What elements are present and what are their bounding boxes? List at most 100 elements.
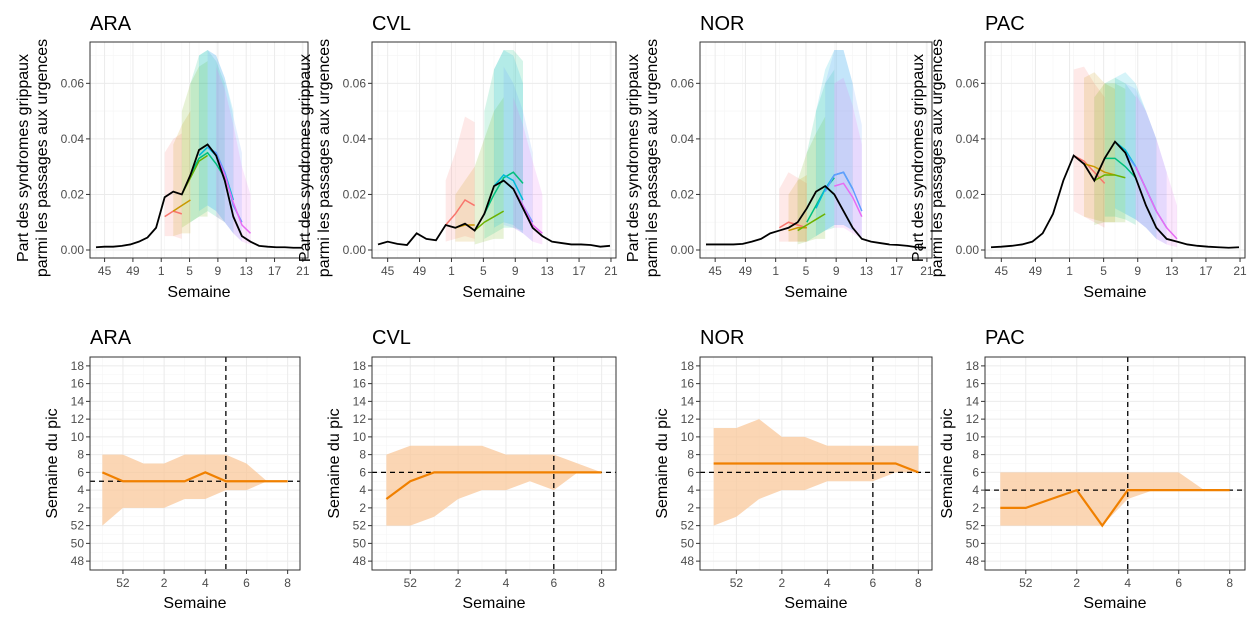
forecast-band	[513, 97, 543, 245]
x-tick-label: 17	[890, 264, 904, 278]
y-tick-label: 8	[687, 448, 694, 462]
y-tick-label: 0.06	[61, 76, 85, 90]
forecast-band	[1115, 72, 1157, 239]
x-tick-label: 5	[1100, 264, 1107, 278]
forecast-band	[494, 50, 523, 234]
forecast-band	[806, 69, 835, 242]
x-tick-label: 49	[413, 264, 427, 278]
y-tick-label: 6	[687, 465, 694, 479]
x-tick-label: 2	[161, 576, 168, 590]
forecast-band	[834, 77, 862, 239]
y-tick-label: 0.02	[61, 187, 85, 201]
forecast-line	[797, 213, 826, 232]
forecast-band	[173, 111, 191, 237]
y-tick-label: 0.00	[956, 243, 980, 257]
peak-interval-band	[386, 445, 602, 526]
peak-panel-ara: 48 50 52 2 4 6 8 10 12 14 16 18 52 2 4 6 8 ARA Semaine Sema…	[44, 327, 301, 612]
x-tick-label: 2	[779, 576, 786, 590]
observed-line	[990, 140, 1240, 249]
forecast-band	[825, 50, 862, 239]
x-tick-label: 13	[860, 264, 874, 278]
observed-line	[95, 143, 302, 249]
panel-title: ARA	[90, 327, 132, 349]
x-tick-label: 1	[772, 264, 779, 278]
forecast-line	[474, 210, 505, 232]
x-tick-label: 17	[572, 264, 586, 278]
peak-panel-cvl: 48 50 52 2 4 6 8 10 12 14 16 18 52 2 4 6 8 CVL Semaine Sema…	[326, 327, 617, 612]
x-tick-label: 13	[240, 264, 254, 278]
x-tick-label: 52	[1019, 576, 1033, 590]
y-tick-label: 0.04	[61, 132, 85, 146]
x-tick-label: 6	[870, 576, 877, 590]
y-tick-label: 0.04	[343, 132, 367, 146]
y-tick-label: 2	[687, 501, 694, 515]
x-tick-label: 2	[455, 576, 462, 590]
y-tick-label: 14	[966, 394, 980, 408]
x-tick-label: 49	[739, 264, 753, 278]
y-tick-label: 18	[681, 359, 695, 373]
panel-title: ARA	[90, 13, 132, 35]
x-tick-label: 21	[296, 264, 310, 278]
panel-title: CVL	[372, 13, 411, 35]
y-tick-label: 0.02	[956, 187, 980, 201]
x-tick-label: 4	[824, 576, 831, 590]
x-axis-title: Semaine	[1083, 595, 1146, 612]
panel-title: NOR	[700, 13, 744, 35]
forecast-line	[483, 171, 524, 215]
peak-interval-band	[1000, 472, 1230, 526]
x-tick-label: 6	[243, 576, 250, 590]
y-tick-label: 48	[966, 554, 980, 568]
forecast-band	[474, 97, 504, 245]
y-tick-label: 12	[966, 412, 980, 426]
y-tick-label: 8	[972, 448, 979, 462]
y-tick-label: 12	[353, 412, 367, 426]
x-tick-label: 4	[503, 576, 510, 590]
predicted-peak-line	[385, 471, 602, 500]
y-tick-label: 6	[972, 465, 979, 479]
x-tick-label: 45	[995, 264, 1009, 278]
forecast-band	[207, 50, 242, 242]
panel-border	[371, 41, 617, 259]
y-tick-label: 8	[359, 448, 366, 462]
y-axis-title-line2: parmi les passages aux urgences	[34, 39, 51, 277]
observed-line	[706, 184, 927, 249]
x-tick-label: 5	[480, 264, 487, 278]
panel-border	[89, 41, 309, 259]
x-tick-label: 9	[512, 264, 519, 278]
x-axis-title: Semaine	[167, 284, 230, 301]
y-axis-title-line1: Part des syndromes grippaux	[910, 54, 927, 262]
y-tick-label: 0.00	[343, 243, 367, 257]
forecast-line	[788, 227, 807, 232]
y-tick-label: 52	[353, 519, 367, 533]
y-tick-label: 50	[353, 536, 367, 550]
x-tick-label: 1	[158, 264, 165, 278]
y-tick-label: 4	[359, 483, 366, 497]
panel-title: PAC	[985, 13, 1025, 35]
y-tick-label: 0.04	[671, 132, 695, 146]
y-tick-label: 10	[681, 430, 695, 444]
predicted-peak-line	[1000, 488, 1230, 528]
y-tick-label: 2	[972, 501, 979, 515]
y-tick-label: 4	[687, 483, 694, 497]
y-axis-title-line1: Part des syndromes grippaux	[15, 54, 32, 262]
x-tick-label: 8	[598, 576, 605, 590]
peak-interval-band	[102, 454, 288, 526]
panel-title: NOR	[700, 327, 744, 349]
y-tick-label: 10	[353, 430, 367, 444]
peak-panel-pac: 48 50 52 2 4 6 8 10 12 14 16 18 52 2 4 6 8 PAC Semaine Sema…	[939, 327, 1246, 612]
y-axis-title: Semaine du pic	[44, 408, 61, 518]
y-tick-label: 48	[681, 554, 695, 568]
x-tick-label: 9	[833, 264, 840, 278]
observed-line	[377, 179, 611, 248]
panel-border	[699, 356, 933, 571]
panel-border	[984, 41, 1246, 259]
panel-title: PAC	[985, 327, 1025, 349]
forecast-band	[181, 61, 208, 228]
x-tick-label: 45	[98, 264, 112, 278]
x-tick-label: 1	[448, 264, 455, 278]
x-tick-label: 45	[708, 264, 722, 278]
forecast-panel-ara: 0.00 0.02 0.04 0.06 45 49 1 5 9 13 17 21 ARA Semaine P…	[15, 13, 310, 301]
forecast-band	[484, 50, 523, 239]
forecast-line	[1104, 157, 1137, 179]
